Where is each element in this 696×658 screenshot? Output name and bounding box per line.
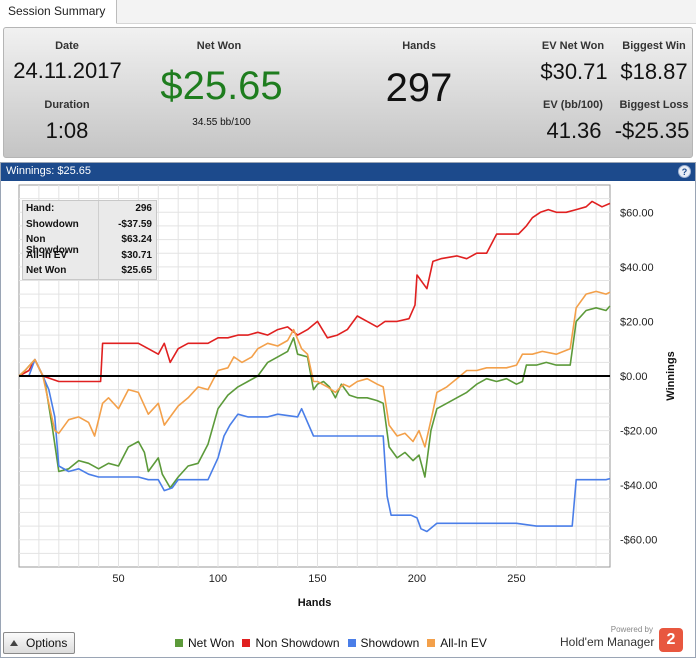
info-row: All-In EV $30.71	[23, 247, 156, 263]
session-summary-panel: Date 24.11.2017 Duration 1:08 Net Won $2…	[3, 27, 693, 158]
y-tick-label: $60.00	[620, 207, 654, 219]
hands-label: Hands	[402, 40, 436, 52]
legend-label: Showdown	[360, 636, 420, 650]
x-tick-label: 150	[308, 573, 326, 585]
hover-info-table: Hand: 296 Showdown -$37.59 Non Showdown $63.2…	[22, 200, 157, 280]
triangle-up-icon	[10, 640, 18, 646]
series-line-net-won	[18, 305, 611, 489]
legend-item: Non Showdown	[242, 636, 340, 650]
legend-label: All-In EV	[440, 636, 487, 650]
x-tick-label: 250	[507, 573, 525, 585]
info-key: Net Won	[23, 263, 99, 279]
legend-swatch	[347, 639, 356, 647]
y-tick-label: -$60.00	[620, 535, 657, 547]
legend-swatch	[427, 639, 436, 647]
legend-swatch	[242, 639, 251, 647]
ev-net-won-label: EV Net Won	[541, 40, 605, 52]
series-line-showdown	[19, 358, 611, 533]
net-won-value: $25.65	[160, 64, 283, 108]
ev-bb100-label: EV (bb/100)	[543, 99, 603, 111]
x-tick-label: 50	[112, 573, 124, 585]
tab-session-summary[interactable]: Session Summary	[0, 0, 117, 24]
options-label: Options	[26, 636, 68, 650]
chart-legend: Net Won Non Showdown Showdown All-In EV	[175, 636, 487, 650]
info-key: Hand:	[23, 201, 99, 217]
date-label: Date	[55, 40, 79, 52]
y-tick-label: -$40.00	[620, 480, 657, 492]
info-key: Showdown	[23, 216, 99, 232]
chart-title: Winnings: $25.65	[6, 165, 91, 177]
biggest-loss-value: -$25.35	[614, 118, 690, 143]
series-line-non-showdown	[18, 200, 611, 383]
date-value: 24.11.2017	[13, 58, 122, 83]
info-key: All-In EV	[23, 247, 99, 263]
legend-item: Showdown	[347, 636, 420, 650]
tab-bar: Session Summary	[0, 0, 696, 24]
series-line-all-in-ev	[18, 290, 611, 448]
info-value: -$37.59	[118, 218, 152, 230]
biggest-win-label: Biggest Win	[622, 40, 686, 52]
info-row: Non Showdown $63.24	[23, 232, 156, 256]
info-value: $63.24	[121, 234, 152, 245]
info-key: Non Showdown	[23, 232, 99, 256]
legend-label: Net Won	[188, 636, 235, 650]
info-value: 296	[135, 203, 152, 214]
net-won-label: Net Won	[196, 40, 242, 52]
x-tick-label: 100	[209, 573, 227, 585]
duration-value: 1:08	[45, 118, 89, 143]
y-tick-label: $0.00	[620, 371, 648, 383]
biggest-loss-label: Biggest Loss	[619, 99, 689, 111]
y-tick-label: $40.00	[620, 262, 654, 274]
legend-label: Non Showdown	[255, 636, 340, 650]
options-button[interactable]: Options	[3, 632, 75, 654]
help-icon[interactable]: ?	[678, 165, 691, 178]
legend-swatch	[175, 639, 183, 647]
x-tick-label: 200	[408, 573, 426, 585]
y-tick-label: $20.00	[620, 316, 654, 328]
chart-header: Winnings: $25.65 ?	[1, 163, 695, 181]
net-won-bb100: 34.55 bb/100	[192, 117, 251, 128]
hm2-logo-icon: 2	[659, 628, 683, 652]
info-row: Hand: 296	[23, 201, 156, 217]
info-row: Net Won $25.65	[23, 263, 156, 279]
y-axis-label: Winnings	[665, 351, 677, 400]
info-row: Showdown -$37.59	[23, 216, 156, 232]
ev-net-won-value: $30.71	[540, 59, 608, 84]
duration-label: Duration	[44, 99, 90, 111]
biggest-win-value: $18.87	[620, 59, 688, 84]
brand-name: Hold'em Manager	[560, 635, 655, 649]
legend-item: All-In EV	[427, 636, 487, 650]
ev-bb100-value: 41.36	[546, 118, 602, 143]
brand-logo: Powered by Hold'em Manager 2	[558, 623, 683, 655]
y-tick-label: -$20.00	[620, 426, 657, 438]
winnings-chart[interactable]: 50 100 150 200 250 $60.00 $40.00 $20.00 $0.00 -$2…	[0, 0, 696, 630]
x-axis-label: Hands	[298, 597, 332, 609]
powered-by-text: Powered by	[610, 625, 653, 634]
info-value: $30.71	[121, 249, 152, 261]
info-value: $25.65	[121, 265, 152, 276]
hands-value: 297	[385, 66, 453, 110]
legend-item: Net Won	[175, 636, 234, 650]
